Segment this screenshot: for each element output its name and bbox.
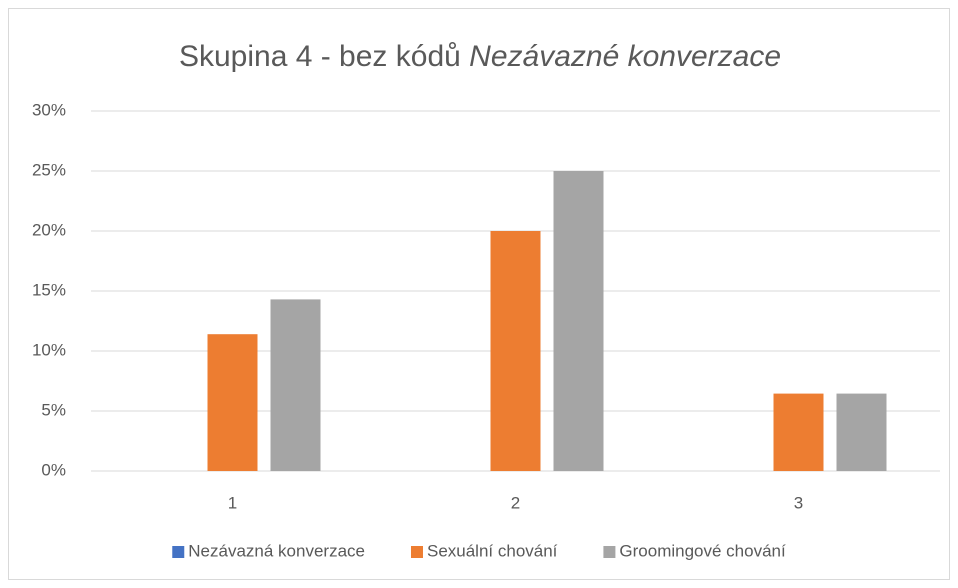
legend-swatch bbox=[603, 546, 616, 558]
y-tick-label: 20% bbox=[32, 220, 66, 239]
chart-frame bbox=[8, 8, 950, 580]
y-tick-label: 5% bbox=[41, 400, 66, 419]
bar bbox=[270, 299, 321, 471]
legend-label: Nezávazná konverzace bbox=[188, 541, 365, 560]
bar bbox=[207, 334, 258, 471]
legend-label: Sexuální chování bbox=[427, 541, 558, 560]
legend-swatch bbox=[172, 546, 185, 558]
x-tick-label: 2 bbox=[511, 493, 520, 512]
chart-title: Skupina 4 - bez kódů Nezávazné konverzac… bbox=[179, 40, 781, 73]
y-tick-label: 30% bbox=[32, 100, 66, 119]
bar bbox=[553, 171, 604, 471]
bar bbox=[773, 393, 824, 471]
y-tick-label: 0% bbox=[41, 460, 66, 479]
title-italic: Nezávazné konverzace bbox=[469, 40, 781, 73]
bar bbox=[490, 231, 541, 471]
title-plain: Skupina 4 - bez kódů bbox=[179, 40, 461, 73]
legend-swatch bbox=[410, 546, 423, 558]
legend-label: Groomingové chování bbox=[619, 541, 786, 560]
bar bbox=[836, 393, 887, 471]
y-tick-label: 15% bbox=[32, 280, 66, 299]
x-tick-label: 1 bbox=[228, 493, 237, 512]
y-tick-label: 10% bbox=[32, 340, 66, 359]
y-tick-label: 25% bbox=[32, 160, 66, 179]
x-tick-label: 3 bbox=[794, 493, 803, 512]
